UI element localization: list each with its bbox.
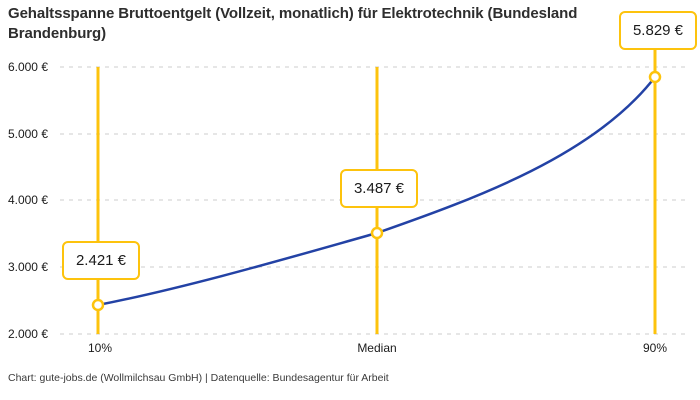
- data-point-10: [91, 298, 105, 312]
- value-callout-90: 5.829 €: [619, 11, 697, 50]
- footer-credit: Chart: gute-jobs.de (Wollmilchsau GmbH) …: [8, 372, 389, 384]
- y-axis-label-6000: 6.000 €: [8, 60, 48, 74]
- value-callout-10: 2.421 €: [62, 241, 140, 280]
- x-axis-label-10: 10%: [88, 341, 112, 355]
- chart-title: Gehaltsspanne Bruttoentgelt (Vollzeit, m…: [8, 5, 578, 42]
- x-axis-label-median: Median: [357, 341, 396, 355]
- y-axis-label-2000: 2.000 €: [8, 327, 48, 341]
- value-callout-median: 3.487 €: [340, 169, 418, 208]
- y-axis-label-5000: 5.000 €: [8, 127, 48, 141]
- data-point-90: [648, 70, 662, 84]
- data-point-median: [370, 226, 384, 240]
- y-axis-label-3000: 3.000 €: [8, 260, 48, 274]
- x-axis-label-90: 90%: [643, 341, 667, 355]
- y-axis-label-4000: 4.000 €: [8, 193, 48, 207]
